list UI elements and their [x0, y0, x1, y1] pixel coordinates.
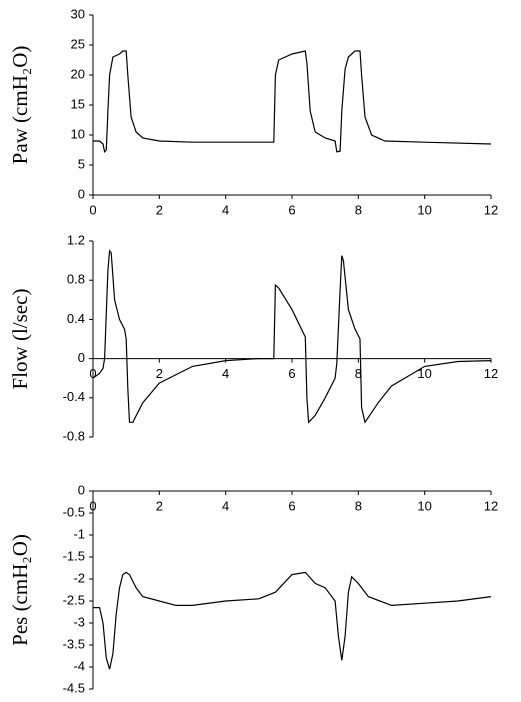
- y-tick-label: -0.4: [63, 389, 85, 404]
- x-tick-label: 10: [417, 366, 431, 381]
- y-tick-label: -3.5: [63, 636, 85, 651]
- y-tick-label: -2: [73, 570, 85, 585]
- y-tick-label: 15: [71, 96, 85, 111]
- x-tick-label: 0: [89, 498, 96, 513]
- y-tick-label: 0.4: [67, 311, 85, 326]
- x-tick-label: 0: [89, 202, 96, 217]
- x-tick-label: 10: [417, 498, 431, 513]
- x-tick-label: 12: [484, 366, 498, 381]
- y-tick-label: -1: [73, 526, 85, 541]
- x-tick-label: 6: [288, 498, 295, 513]
- y-tick-label: -4.5: [63, 680, 85, 695]
- y-tick-label: 10: [71, 126, 85, 141]
- y-tick-label: -0.5: [63, 504, 85, 519]
- waveform: [92, 249, 492, 424]
- y-axis-title: Paw (cmH₂O): [8, 46, 32, 165]
- y-axis-title: Pes (cmH₂O): [8, 534, 32, 646]
- y-tick-label: -3: [73, 614, 85, 629]
- y-tick-label: 0: [78, 482, 85, 497]
- y-tick-label: -0.8: [63, 428, 85, 443]
- y-tick-label: 30: [71, 6, 85, 21]
- x-tick-label: 12: [484, 498, 498, 513]
- y-tick-label: 0.8: [67, 272, 85, 287]
- y-tick-label: 5: [78, 156, 85, 171]
- x-tick-label: 12: [484, 202, 498, 217]
- y-tick-label: 0: [78, 350, 85, 365]
- x-tick-label: 2: [156, 202, 163, 217]
- x-tick-label: 8: [355, 366, 362, 381]
- x-tick-label: 8: [355, 498, 362, 513]
- y-tick-label: 20: [71, 66, 85, 81]
- y-tick-label: 1.2: [67, 232, 85, 247]
- x-tick-label: 6: [288, 366, 295, 381]
- x-tick-label: 8: [355, 202, 362, 217]
- y-tick-label: -4: [73, 658, 85, 673]
- x-tick-label: 4: [222, 202, 229, 217]
- x-tick-label: 4: [222, 498, 229, 513]
- y-tick-label: -2.5: [63, 592, 85, 607]
- x-tick-label: 2: [156, 366, 163, 381]
- y-tick-label: 0: [78, 186, 85, 201]
- x-tick-label: 6: [288, 202, 295, 217]
- x-tick-label: 2: [156, 498, 163, 513]
- y-tick-label: 25: [71, 36, 85, 51]
- y-tick-label: -1.5: [63, 548, 85, 563]
- y-axis-title: Flow (l/sec): [8, 289, 32, 390]
- x-tick-label: 10: [417, 202, 431, 217]
- waveform: [93, 571, 492, 670]
- x-tick-label: 4: [222, 366, 229, 381]
- x-tick-label: 0: [89, 366, 96, 381]
- waveform: [93, 50, 492, 154]
